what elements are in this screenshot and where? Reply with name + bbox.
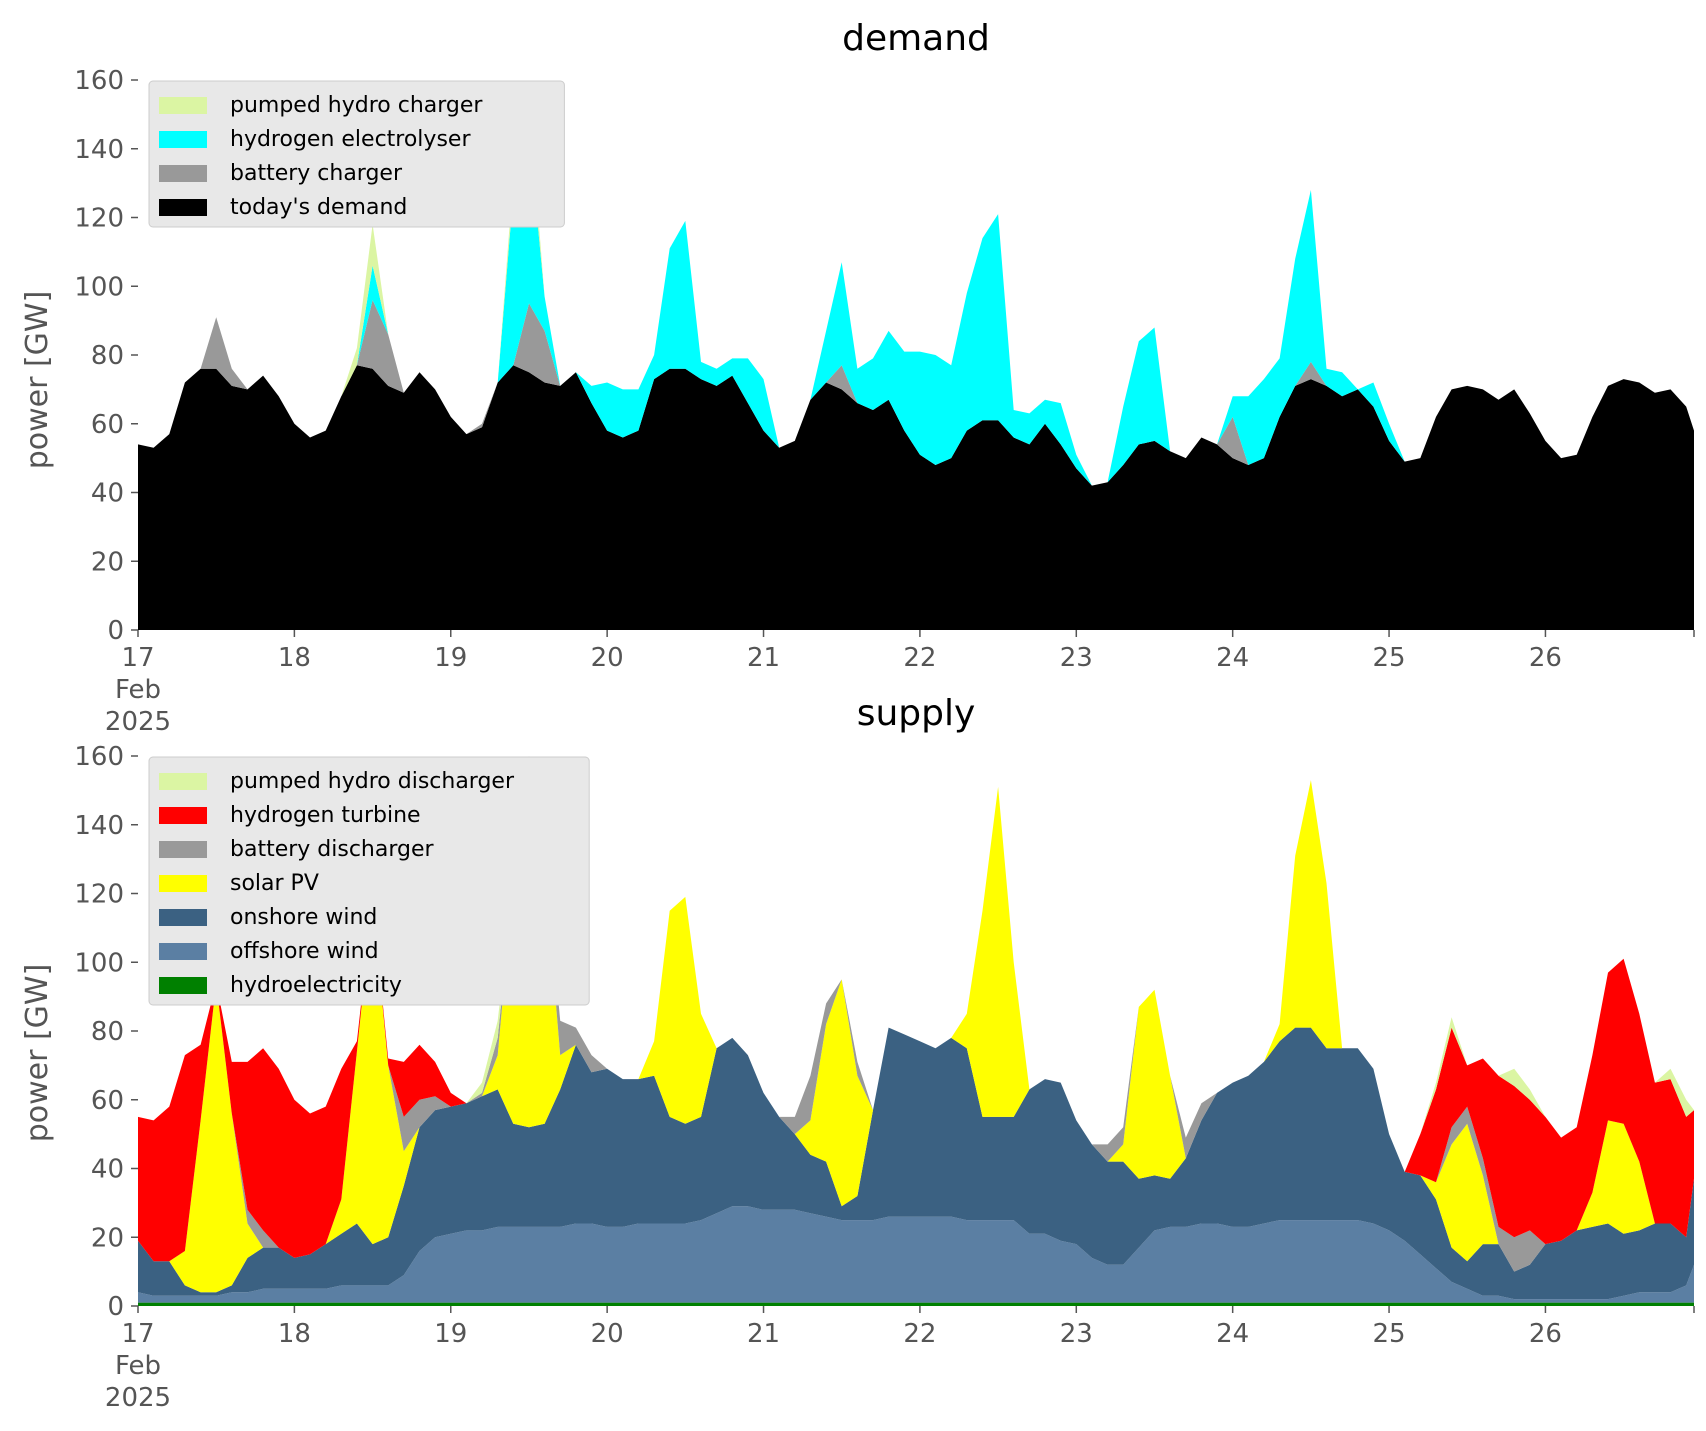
supply-x-date-sublabel: Feb <box>115 1351 161 1381</box>
demand-legend-label-pumped-hydro-charger: pumped hydro charger <box>230 93 483 118</box>
demand-area-today-s-demand <box>138 365 1694 630</box>
supply-legend-swatch-hydroelectricity <box>159 977 207 994</box>
supply-legend-swatch-solar-pv <box>159 875 207 892</box>
supply-area-hydrogen-turbine <box>138 756 1694 1262</box>
demand-x-tick-label: 26 <box>1529 643 1562 673</box>
supply-y-axis-label: power [GW] <box>20 964 55 1143</box>
demand-y-tick-label: 160 <box>74 66 124 96</box>
demand-y-tick-label: 140 <box>74 135 124 165</box>
demand-y-axis-label: power [GW] <box>20 291 55 470</box>
demand-x-tick-label: 22 <box>903 643 936 673</box>
supply-title: supply <box>857 693 976 734</box>
demand-x-date-sublabel: Feb <box>115 675 161 705</box>
supply-x-tick-label: 26 <box>1529 1319 1562 1349</box>
demand-x-tick-label: 21 <box>747 643 780 673</box>
supply-legend-swatch-battery-discharger <box>159 841 207 858</box>
demand-title: demand <box>842 18 990 59</box>
supply-y-tick-label: 160 <box>74 742 124 772</box>
demand-y-tick-label: 40 <box>91 479 124 509</box>
supply-x-tick-label: 20 <box>591 1319 624 1349</box>
demand-legend-swatch-hydrogen-electrolyser <box>159 131 207 148</box>
supply-x-tick-label: 21 <box>747 1319 780 1349</box>
supply-x-tick-label: 19 <box>434 1319 467 1349</box>
supply-x-tick-label: 18 <box>278 1319 311 1349</box>
supply-legend-label-hydrogen-turbine: hydrogen turbine <box>230 803 421 828</box>
demand-legend-frame <box>148 80 565 228</box>
demand-legend-swatch-pumped-hydro-charger <box>159 97 207 114</box>
supply-y-tick-label: 60 <box>91 1086 124 1116</box>
demand-x-tick-label: 23 <box>1060 643 1093 673</box>
demand-legend-label-today-s-demand: today's demand <box>230 195 407 220</box>
demand-y-tick-label: 80 <box>91 341 124 371</box>
supply-y-tick-label: 140 <box>74 811 124 841</box>
supply-legend-label-hydroelectricity: hydroelectricity <box>230 973 402 998</box>
demand-x-tick-label: 25 <box>1373 643 1406 673</box>
demand-legend-label-hydrogen-electrolyser: hydrogen electrolyser <box>230 127 471 152</box>
supply-panel: supply power [GW] 0 20 40 60 80 100 120 140 160 1… <box>20 693 1695 1413</box>
supply-legend-swatch-hydrogen-turbine <box>159 807 207 824</box>
supply-x-tick-label: 23 <box>1060 1319 1093 1349</box>
supply-area-hydroelectricity <box>138 1302 1694 1306</box>
supply-y-tick-label: 120 <box>74 880 124 910</box>
demand-x-tick-label: 18 <box>278 643 311 673</box>
demand-area-battery-charger <box>138 300 1694 486</box>
supply-y-tick-label: 80 <box>91 1017 124 1047</box>
supply-y-tick-label: 0 <box>107 1292 124 1322</box>
demand-x-tick-label: 17 <box>121 643 154 673</box>
demand-axes: 0 20 40 60 80 100 120 140 160 17 18 19 20 21 22 23 24 25 2… <box>74 66 1695 737</box>
demand-y-tick-label: 0 <box>107 616 124 646</box>
demand-y-tick-label: 120 <box>74 204 124 234</box>
supply-x-tick-label: 24 <box>1216 1319 1249 1349</box>
supply-area-offshore-wind <box>138 1206 1694 1303</box>
supply-y-tick-label: 40 <box>91 1155 124 1185</box>
supply-y-tick-label: 20 <box>91 1223 124 1253</box>
supply-legend: pumped hydro discharger hydrogen turbine b… <box>148 756 590 1006</box>
supply-legend-label-battery-discharger: battery discharger <box>230 837 435 862</box>
supply-x-tick-label: 25 <box>1373 1319 1406 1349</box>
supply-legend-frame <box>148 756 590 1006</box>
demand-x-tick-label: 20 <box>591 643 624 673</box>
supply-x-tick-label: 22 <box>903 1319 936 1349</box>
demand-y-tick-label: 60 <box>91 410 124 440</box>
supply-legend-label-pumped-hydro-discharger: pumped hydro discharger <box>230 769 515 794</box>
demand-y-tick-label: 20 <box>91 547 124 577</box>
supply-x-date-sublabel: 2025 <box>105 1383 171 1413</box>
supply-legend-label-offshore-wind: offshore wind <box>230 939 379 964</box>
supply-legend-label-onshore-wind: onshore wind <box>230 905 377 930</box>
supply-area-onshore-wind <box>138 1027 1694 1300</box>
supply-x-tick-label: 17 <box>121 1319 154 1349</box>
demand-legend-swatch-battery-charger <box>159 165 207 182</box>
demand-legend: pumped hydro charger hydrogen electrolyse… <box>148 80 565 228</box>
demand-legend-label-battery-charger: battery charger <box>230 161 403 186</box>
demand-x-tick-label: 24 <box>1216 643 1249 673</box>
demand-y-tick-label: 100 <box>74 272 124 302</box>
supply-legend-swatch-onshore-wind <box>159 909 207 926</box>
demand-x-date-sublabel: 2025 <box>105 707 171 737</box>
supply-legend-swatch-pumped-hydro-discharger <box>159 773 207 790</box>
supply-y-tick-label: 100 <box>74 948 124 978</box>
demand-x-tick-label: 19 <box>434 643 467 673</box>
demand-panel: demand power [GW] 0 20 40 60 80 100 120 140 160 1… <box>20 18 1695 737</box>
supply-axes: 0 20 40 60 80 100 120 140 160 17 18 19 20 21 22 23 24 25 2… <box>74 742 1695 1413</box>
supply-legend-label-solar-pv: solar PV <box>230 871 319 896</box>
demand-legend-swatch-today-s-demand <box>159 199 207 216</box>
supply-legend-swatch-offshore-wind <box>159 943 207 960</box>
